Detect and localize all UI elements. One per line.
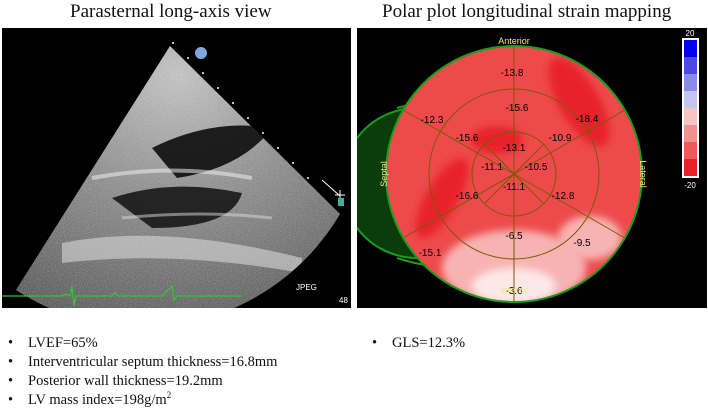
segment-mid-anterior: -15.6 xyxy=(506,103,529,114)
lv-mass-index-superscript: 2 xyxy=(166,390,172,401)
segment-apical-inferior: -11.1 xyxy=(503,182,525,193)
segment-apical-lateral: -10.5 xyxy=(525,162,548,173)
frame-number: 48 xyxy=(339,296,348,305)
segment-apical-anterior: -13.1 xyxy=(503,143,526,154)
segment-mid-inferior: -6.5 xyxy=(505,231,523,242)
segment-basal-inferoseptal: -15.1 xyxy=(419,248,442,259)
right-panel-title: Polar plot longitudinal strain mapping xyxy=(382,1,672,22)
ultrasound-sector xyxy=(16,46,340,308)
depth-scale xyxy=(172,42,309,179)
segment-mid-anterolateral: -10.9 xyxy=(549,133,572,144)
gls-item: GLS=12.3% xyxy=(372,334,465,353)
left-panel-title: Parasternal long-axis view xyxy=(70,1,272,22)
lv-mass-index-text: LV mass index=198g/m xyxy=(28,392,167,408)
echo-measurements-list: LVEF=65% Interventricular septum thickne… xyxy=(8,334,277,410)
segment-mid-anteroseptal: -15.6 xyxy=(456,133,479,144)
ecg-trace xyxy=(2,284,242,307)
direction-septal: Septal xyxy=(379,161,389,187)
direction-lateral: Lateral xyxy=(638,160,648,188)
direction-inferior: Inferior xyxy=(500,285,528,295)
segment-basal-anteroseptal: -12.3 xyxy=(421,115,444,126)
polar-strain-map: -13.8 -18.4 -9.5 -3.6 -15.1 -12.3 -15.6 … xyxy=(357,28,707,308)
scale-max-label: 20 xyxy=(686,29,695,38)
lv-mass-index-item: LV mass index=198g/m2 xyxy=(8,391,277,410)
segment-basal-inferior: -3.6 xyxy=(505,286,523,297)
direction-anterior: Anterior xyxy=(498,36,530,46)
scale-min-label: -20 xyxy=(684,181,696,190)
segment-basal-inferolateral: -9.5 xyxy=(573,238,591,249)
depth-indicator xyxy=(338,198,344,206)
septum-thickness-item: Interventricular septum thickness=16.8mm xyxy=(8,353,277,372)
lvef-item: LVEF=65% xyxy=(8,334,277,353)
color-scale-bar xyxy=(682,38,699,178)
probe-marker-icon xyxy=(195,47,207,59)
segment-basal-anterior: -13.8 xyxy=(501,68,524,79)
segment-apical-septal: -11.1 xyxy=(481,162,503,173)
strain-measurements-list: GLS=12.3% xyxy=(372,334,465,353)
focus-marker-icon xyxy=(321,179,345,200)
echocardiogram-image: JPEG 48 xyxy=(2,28,351,308)
posterior-wall-item: Posterior wall thickness=19.2mm xyxy=(8,372,277,391)
segment-mid-inferolateral: -12.8 xyxy=(552,191,575,202)
segment-basal-anterolateral: -18.4 xyxy=(576,114,599,125)
format-label: JPEG xyxy=(296,283,317,292)
segment-mid-inferoseptal: -16.6 xyxy=(456,191,479,202)
